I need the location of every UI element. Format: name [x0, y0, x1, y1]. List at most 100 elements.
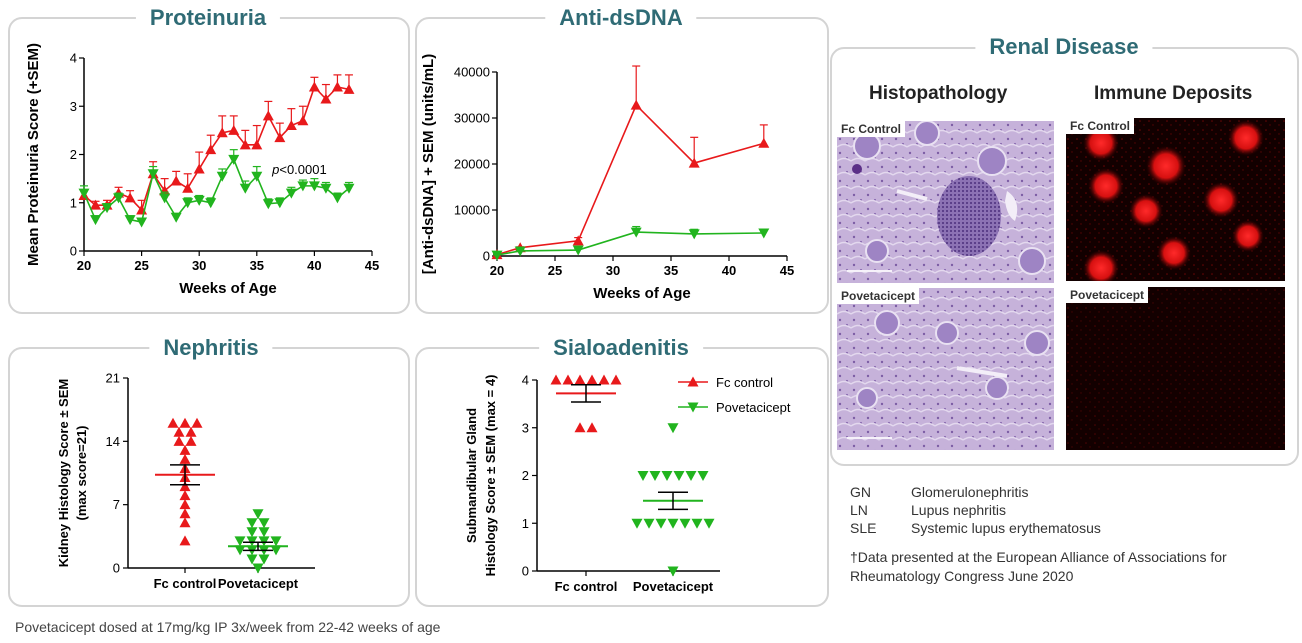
nephritis-point-pov: [246, 527, 258, 538]
proteinuria-point-fc: [182, 182, 194, 193]
nephritis-point-fc: [179, 499, 191, 510]
proteinuria-xtick-label: 30: [192, 258, 206, 273]
sialoadenitis-ytick-label: 0: [522, 564, 529, 579]
nephritis-point-fc: [185, 435, 197, 446]
sialoadenitis-point-pov: [649, 471, 661, 481]
nephritis-point-pov: [270, 545, 282, 556]
proteinuria-point-pov: [343, 183, 355, 194]
proteinuria-point-pov: [193, 195, 205, 206]
nephritis-point-pov: [258, 536, 270, 547]
proteinuria-point-pov: [331, 193, 343, 204]
proteinuria-ytick-label: 4: [70, 51, 77, 66]
antidsdna-ytick-label: 0: [483, 249, 490, 264]
dosing-note: Povetacicept dosed at 17mg/kg IP 3x/week…: [15, 619, 441, 635]
povetacicept-immune-label: Povetacicept: [1066, 287, 1149, 303]
proteinuria-x-label: Weeks of Age: [179, 280, 277, 297]
proteinuria-point-fc: [320, 93, 332, 104]
antidsdna-point-pov: [514, 246, 526, 257]
antidsdna-x-label: Weeks of Age: [593, 285, 691, 302]
nephritis-point-pov: [234, 536, 246, 547]
nephritis-point-pov: [234, 545, 246, 556]
proteinuria-point-pov: [101, 203, 113, 214]
sialoadenitis-point-fc: [574, 422, 586, 433]
sialoadenitis-point-fc: [574, 374, 586, 385]
proteinuria-point-fc: [343, 83, 355, 94]
sialoadenitis-point-pov: [703, 518, 715, 529]
sialoadenitis-point-fc: [550, 374, 562, 385]
nephritis-panel: [8, 347, 410, 607]
immune-fc-image-art: [1066, 118, 1285, 281]
povetacicept-histology-label: Povetacicept: [837, 288, 920, 304]
proteinuria-p-value: p<0.0001: [271, 162, 327, 177]
proteinuria-ytick-label: 3: [70, 99, 77, 114]
proteinuria-ytick-label: 0: [70, 244, 77, 259]
sialoadenitis-panel: [415, 347, 829, 607]
nephritis-point-fc: [179, 490, 191, 501]
antidsdna-xtick-label: 40: [722, 263, 736, 278]
nephritis-ytick-label: 14: [106, 434, 120, 449]
nephritis-point-fc: [179, 453, 191, 464]
antidsdna-ytick-label: 20000: [454, 157, 490, 172]
histology-pov-image-art: [837, 288, 1054, 450]
nephritis-point-fc: [179, 417, 191, 428]
nephritis-point-pov: [258, 518, 270, 529]
sialoadenitis-point-fc: [586, 374, 598, 385]
proteinuria-point-pov: [78, 188, 90, 199]
histology-fc-image-art: [837, 121, 1054, 283]
proteinuria-xtick-label: 20: [77, 258, 91, 273]
proteinuria-point-pov: [251, 171, 263, 182]
sialoadenitis-ytick-label: 2: [522, 468, 529, 483]
proteinuria-point-fc: [228, 124, 240, 135]
nephritis-point-fc: [179, 481, 191, 492]
proteinuria-xtick-label: 25: [134, 258, 148, 273]
nephritis-category-label: Fc control: [154, 576, 217, 591]
immune-deposits-fc-control-image: Fc Control: [1066, 118, 1285, 281]
legend-pov-label: Povetacicept: [716, 400, 791, 415]
proteinuria-point-fc: [262, 110, 274, 121]
sialoadenitis-point-pov: [679, 518, 691, 529]
nephritis-point-fc: [179, 508, 191, 519]
nephritis-point-fc: [173, 435, 185, 446]
renal-disease-title: Renal Disease: [975, 34, 1153, 60]
nephritis-point-fc: [185, 426, 197, 437]
nephritis-point-pov: [246, 554, 258, 565]
proteinuria-point-pov: [216, 171, 228, 182]
sialoadenitis-point-pov: [655, 518, 667, 529]
antidsdna-xtick-label: 25: [548, 263, 562, 278]
sialoadenitis-title: Sialoadenitis: [539, 335, 703, 361]
proteinuria-point-pov: [205, 198, 217, 209]
sialoadenitis-point-fc: [610, 374, 622, 385]
proteinuria-title: Proteinuria: [135, 5, 281, 31]
antidsdna-series-line-pov: [496, 231, 764, 256]
proteinuria-point-fc: [297, 115, 309, 126]
sialoadenitis-point-pov: [661, 471, 673, 481]
sialoadenitis-point-fc: [598, 374, 610, 385]
nephritis-ytick-label: 21: [106, 371, 120, 386]
proteinuria-point-pov: [113, 193, 125, 204]
histopathology-heading: Histopathology: [869, 83, 1008, 104]
proteinuria-xtick-label: 45: [365, 258, 379, 273]
sialoadenitis-point-pov: [631, 518, 643, 529]
antidsdna-ytick-label: 30000: [454, 111, 490, 126]
proteinuria-point-fc: [193, 163, 205, 174]
immune-deposits-povetacicept-image: Povetacicept: [1066, 287, 1285, 450]
proteinuria-point-fc: [216, 127, 228, 138]
antidsdna-y-label: [Anti-dsDNA] + SEM (units/mL): [420, 54, 437, 274]
proteinuria-y-label: Mean Proteinuria Score (+SEM): [25, 43, 42, 266]
antidsdna-point-pov: [688, 229, 700, 240]
sialoadenitis-ytick-label: 4: [522, 373, 529, 388]
proteinuria-point-pov: [297, 181, 309, 192]
abbr-ln: LN: [850, 502, 868, 518]
abbr-gn-full: Glomerulonephritis: [911, 484, 1029, 500]
sialoadenitis-point-fc: [562, 374, 574, 385]
proteinuria-point-fc: [285, 120, 297, 131]
nephritis-point-pov: [258, 527, 270, 538]
antidsdna-ytick-label: 40000: [454, 65, 490, 80]
sialoadenitis-point-fc: [586, 422, 598, 433]
sialoadenitis-point-pov: [667, 423, 679, 434]
proteinuria-point-pov: [90, 215, 102, 226]
nephritis-point-pov: [246, 518, 258, 529]
proteinuria-panel: [8, 17, 410, 314]
